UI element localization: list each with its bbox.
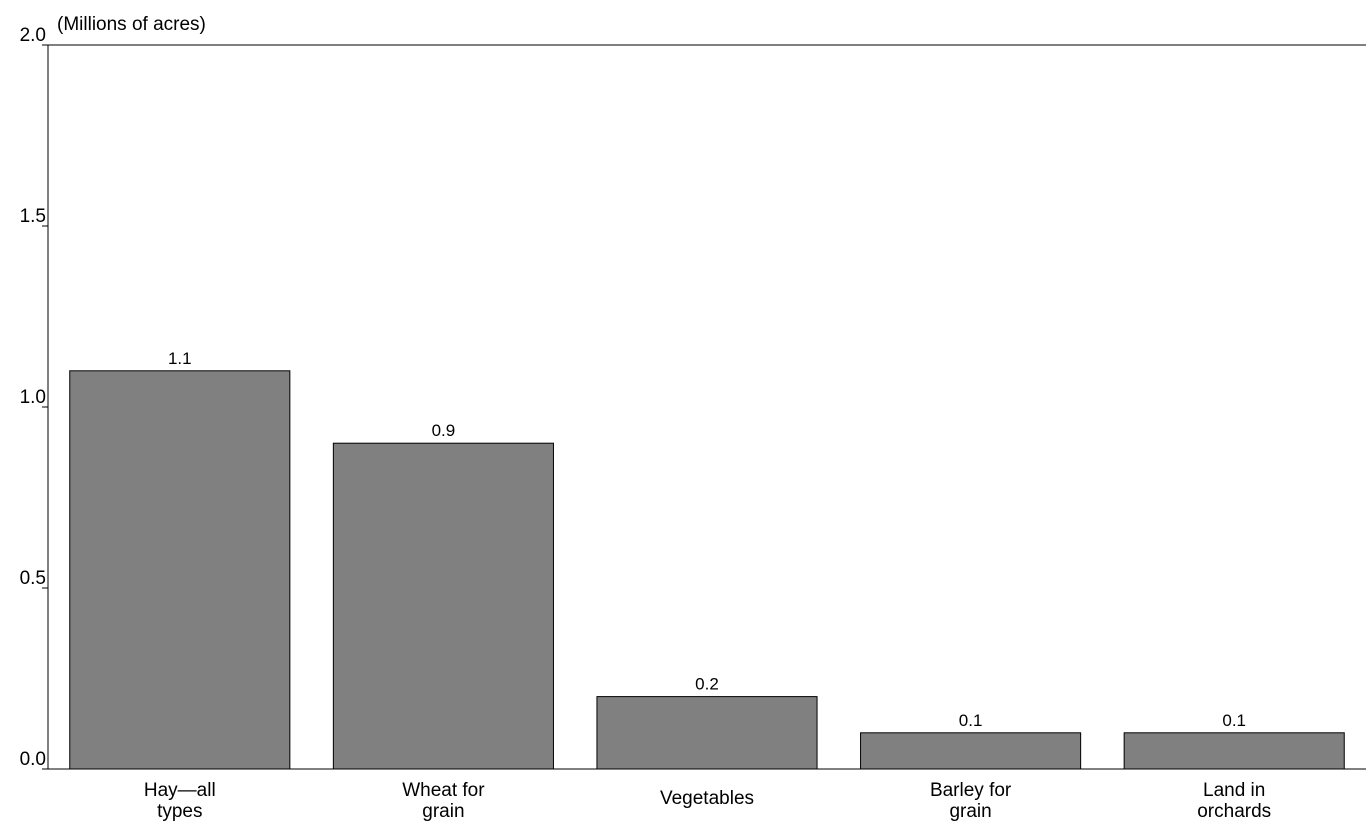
bar (1123, 732, 1345, 770)
bar-value-label: 0.1 (1222, 711, 1246, 730)
bar-value-label: 0.2 (695, 675, 719, 694)
x-category-label: grain (949, 801, 991, 822)
y-tick-label: 0.0 (20, 749, 46, 770)
y-tick-label: 0.5 (20, 568, 46, 589)
bar-value-label: 0.1 (959, 711, 983, 730)
x-category-label: orchards (1197, 801, 1271, 822)
bar (860, 732, 1082, 770)
y-axis-ticks: 0.0 0.5 1.0 1.5 2.0 (20, 25, 48, 770)
x-category-label: Vegetables (660, 788, 754, 809)
x-category-label: Land in (1203, 780, 1265, 801)
x-category-label: Barley for (930, 780, 1012, 801)
bars-group (69, 370, 1345, 770)
x-category-label: Hay—all (144, 780, 216, 801)
x-category-label: types (157, 801, 202, 822)
bar (332, 442, 554, 770)
y-tick-label: 1.5 (20, 206, 46, 227)
y-axis-unit-label: (Millions of acres) (57, 14, 206, 35)
bar-value-label: 1.1 (168, 349, 192, 368)
x-category-label: grain (422, 801, 464, 822)
bar (596, 696, 818, 770)
data-labels-group: 1.1 0.9 0.2 0.1 0.1 (168, 349, 1246, 730)
x-category-label: Wheat for (402, 780, 485, 801)
y-tick-label: 1.0 (20, 387, 46, 408)
bar-value-label: 0.9 (432, 421, 456, 440)
y-tick-label: 2.0 (20, 25, 46, 46)
bar (69, 370, 291, 770)
